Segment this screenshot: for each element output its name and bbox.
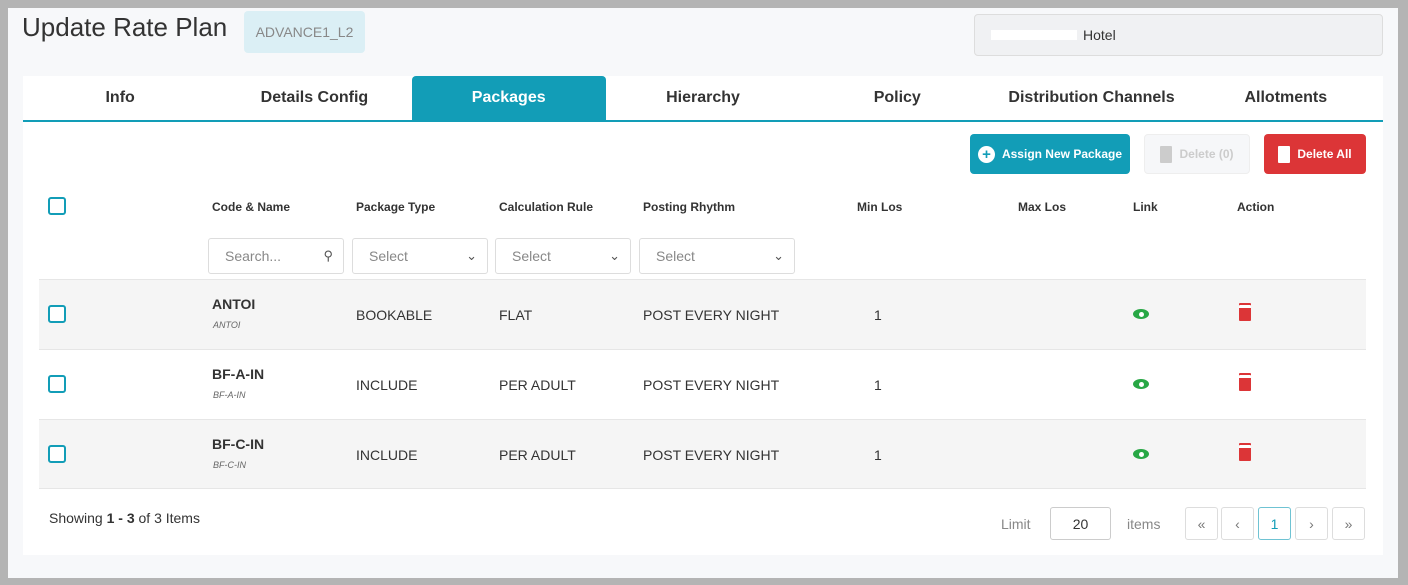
trash-icon — [1160, 145, 1173, 163]
search-icon: ⚲ — [323, 248, 333, 263]
assign-new-package-button[interactable]: + Assign New Package — [970, 134, 1130, 174]
calculation-rule: PER ADULT — [499, 447, 576, 463]
min-los: 1 — [874, 447, 882, 463]
package-code: BF-A-IN — [212, 366, 265, 382]
tab-info[interactable]: Info — [105, 89, 135, 106]
eye-icon[interactable] — [1133, 449, 1149, 459]
eye-icon[interactable] — [1133, 379, 1149, 389]
hotel-selector[interactable]: Hotel — [974, 14, 1383, 56]
select-all-checkbox[interactable] — [48, 197, 66, 215]
table-row: ANTOI ANTOI BOOKABLE FLAT POST EVERY NIG… — [39, 279, 1366, 349]
table-row: BF-A-IN BF-A-IN INCLUDE PER ADULT POST E… — [39, 349, 1366, 419]
search-placeholder: Search... — [225, 248, 282, 264]
delete-all-button[interactable]: Delete All — [1264, 134, 1366, 174]
package-name: ANTOI — [213, 320, 241, 330]
delete-all-label: Delete All — [1297, 147, 1352, 161]
tab-packages[interactable]: Packages — [411, 76, 606, 120]
page-title: Update Rate Plan — [22, 12, 228, 42]
first-page-button[interactable]: « — [1185, 507, 1218, 540]
limit-input[interactable]: 20 — [1050, 507, 1111, 540]
tab-hierarchy[interactable]: Hierarchy — [666, 89, 740, 106]
eye-icon[interactable] — [1133, 309, 1149, 319]
package-type-select[interactable]: Select ⌄ — [352, 238, 488, 274]
min-los: 1 — [874, 307, 882, 323]
chevron-down-icon: ⌄ — [609, 248, 620, 263]
trash-icon[interactable] — [1239, 445, 1251, 461]
trash-icon — [1278, 145, 1291, 163]
col-max-los: Max Los — [1018, 200, 1067, 214]
col-calculation-rule: Calculation Rule — [499, 200, 594, 214]
delete-selected-button[interactable]: Delete (0) — [1144, 134, 1250, 174]
col-code-name: Code & Name — [212, 200, 291, 214]
calculation-rule: FLAT — [499, 307, 533, 323]
trash-icon[interactable] — [1239, 375, 1251, 391]
assign-label: Assign New Package — [1001, 147, 1123, 161]
chevron-down-icon: ⌄ — [773, 248, 784, 263]
posting-rhythm: POST EVERY NIGHT — [643, 377, 780, 393]
showing-count: Showing 1 - 3 of 3 Items — [49, 510, 200, 526]
hotel-label: Hotel — [1083, 27, 1116, 43]
package-type: INCLUDE — [356, 377, 418, 393]
posting-rhythm-select[interactable]: Select ⌄ — [639, 238, 795, 274]
package-type: INCLUDE — [356, 447, 418, 463]
tab-allotments[interactable]: Allotments — [1244, 89, 1328, 106]
package-code: ANTOI — [212, 296, 256, 312]
rate-plan-code-badge: ADVANCE1_L2 — [244, 11, 365, 53]
calculation-rule-select[interactable]: Select ⌄ — [495, 238, 631, 274]
package-type: BOOKABLE — [356, 307, 433, 323]
tab-details-config[interactable]: Details Config — [260, 89, 369, 106]
packages-card: Info Details Config Packages Hierarchy P… — [23, 76, 1383, 555]
prev-page-button[interactable]: ‹ — [1221, 507, 1254, 540]
package-code: BF-C-IN — [212, 436, 265, 452]
chevron-down-icon: ⌄ — [466, 248, 477, 263]
plus-circle-icon: + — [977, 145, 995, 163]
posting-rhythm: POST EVERY NIGHT — [643, 307, 780, 323]
col-posting-rhythm: Posting Rhythm — [643, 200, 735, 214]
tab-distribution-channels[interactable]: Distribution Channels — [1008, 89, 1175, 106]
calculation-rule: PER ADULT — [499, 377, 576, 393]
page-1-button[interactable]: 1 — [1258, 507, 1291, 540]
row-checkbox[interactable] — [48, 375, 66, 393]
redacted-hotel-name — [991, 30, 1077, 40]
package-name: BF-A-IN — [213, 390, 246, 400]
delete-label: Delete (0) — [1179, 147, 1234, 161]
table-row: BF-C-IN BF-C-IN INCLUDE PER ADULT POST E… — [39, 419, 1366, 489]
package-name: BF-C-IN — [213, 460, 246, 470]
tab-policy[interactable]: Policy — [873, 89, 921, 106]
trash-icon[interactable] — [1239, 305, 1251, 321]
items-label: items — [1127, 516, 1161, 532]
col-action: Action — [1237, 200, 1275, 214]
select-placeholder: Select — [656, 248, 695, 264]
select-placeholder: Select — [512, 248, 551, 264]
search-input[interactable]: Search... ⚲ — [208, 238, 344, 274]
col-package-type: Package Type — [356, 200, 436, 214]
posting-rhythm: POST EVERY NIGHT — [643, 447, 780, 463]
next-page-button[interactable]: › — [1295, 507, 1328, 540]
col-min-los: Min Los — [857, 200, 903, 214]
row-checkbox[interactable] — [48, 305, 66, 323]
table-bottom-divider — [39, 488, 1366, 489]
row-checkbox[interactable] — [48, 445, 66, 463]
min-los: 1 — [874, 377, 882, 393]
tab-bar: Info Details Config Packages Hierarchy P… — [23, 76, 1383, 122]
limit-label: Limit — [1001, 516, 1031, 532]
select-placeholder: Select — [369, 248, 408, 264]
last-page-button[interactable]: » — [1332, 507, 1365, 540]
col-link: Link — [1133, 200, 1158, 214]
